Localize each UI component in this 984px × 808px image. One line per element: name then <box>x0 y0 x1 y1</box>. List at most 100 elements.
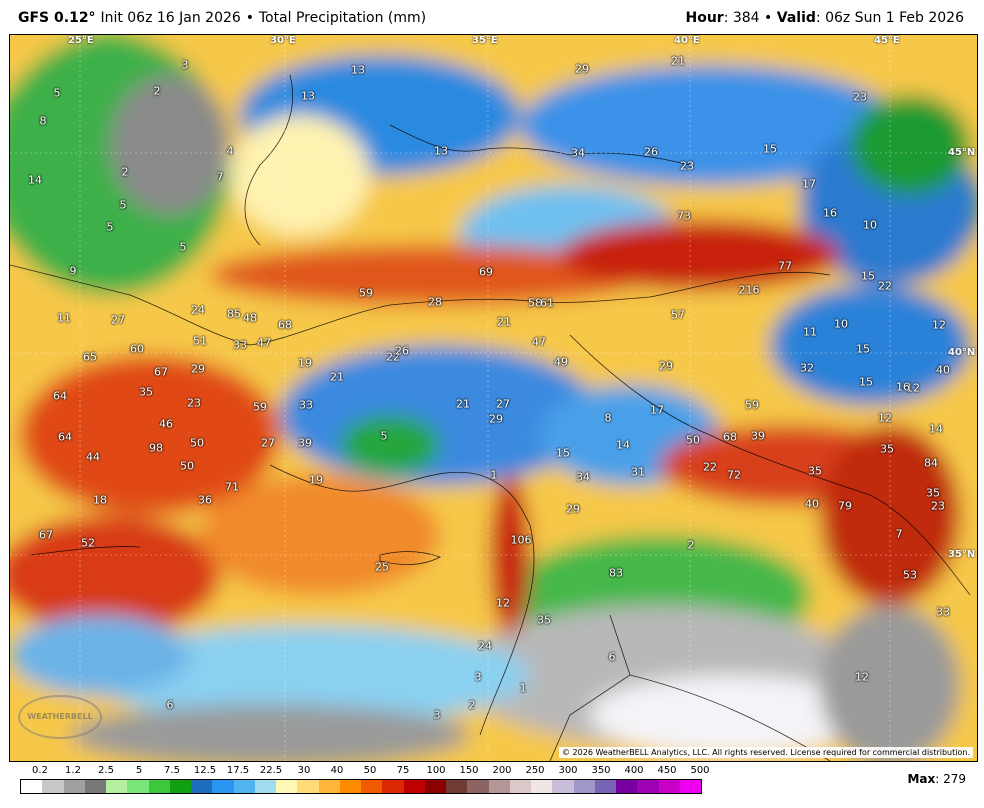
precip-value-label: 57 <box>671 308 685 322</box>
precip-value-label: 28 <box>428 295 442 309</box>
scale-swatch <box>233 780 255 793</box>
scale-label: 12.5 <box>193 765 217 776</box>
scale-swatch <box>424 780 446 793</box>
precip-value-label: 73 <box>677 209 691 223</box>
scale-swatch <box>488 780 510 793</box>
precip-value-label: 39 <box>298 436 312 450</box>
precip-value-label: 48 <box>243 311 257 325</box>
scale-label: 400 <box>624 765 644 776</box>
precip-value-label: 40 <box>805 497 819 511</box>
precip-value-label: 34 <box>571 146 585 160</box>
scale-label: 200 <box>492 765 512 776</box>
precip-value-label: 2 <box>153 84 161 98</box>
scale-swatch <box>106 780 128 793</box>
precip-value-label: 79 <box>838 499 852 513</box>
scale-label: 150 <box>459 765 479 776</box>
precip-value-label: 68 <box>278 318 292 332</box>
precip-value-label: 14 <box>28 173 42 187</box>
precip-value-label: 12 <box>878 411 892 425</box>
title-separator: • <box>245 10 254 26</box>
product-name: Total Precipitation (mm) <box>258 10 427 26</box>
precip-value-label: 5 <box>53 86 61 100</box>
precip-value-label: 84 <box>924 456 938 470</box>
precip-value-label: 21 <box>456 397 470 411</box>
scale-swatch <box>446 780 468 793</box>
hour-label: Hour <box>685 10 724 26</box>
precip-value-label: 77 <box>778 259 792 273</box>
precip-value-label: 1 <box>519 681 527 695</box>
precip-value-label: 15 <box>859 375 873 389</box>
scale-label: 2.5 <box>98 765 114 776</box>
scale-swatch <box>403 780 425 793</box>
precip-value-label: 59 <box>745 398 759 412</box>
precip-value-label: 21 <box>671 54 685 68</box>
scale-swatch <box>148 780 170 793</box>
precip-value-label: 29 <box>575 62 589 76</box>
precip-value-label: 69 <box>479 265 493 279</box>
scale-swatch <box>318 780 340 793</box>
scale-label: 22.5 <box>259 765 283 776</box>
precip-value-label: 19 <box>309 473 323 487</box>
scale-label: 5 <box>135 765 143 776</box>
precipitation-map: 25°E 30°E 35°E 40°E 45°E 45°N 40°N 35°N … <box>9 34 978 762</box>
precip-value-label: 36 <box>198 493 212 507</box>
scale-label: 100 <box>426 765 446 776</box>
precip-value-label: 22 <box>703 460 717 474</box>
scale-swatch <box>679 780 701 793</box>
weatherbell-logo: WEATHERBELL <box>18 695 102 739</box>
precip-value-label: 17 <box>650 403 664 417</box>
scale-swatch <box>169 780 191 793</box>
precip-value-label: 47 <box>532 335 546 349</box>
precip-value-label: 14 <box>929 422 943 436</box>
precip-value-label: 67 <box>39 528 53 542</box>
scale-label: 75 <box>396 765 410 776</box>
precip-value-label: 25 <box>375 560 389 574</box>
max-readout: Max: 279 <box>907 772 966 786</box>
scale-label: 7.5 <box>164 765 180 776</box>
lon-35-label: 35°E <box>472 35 498 46</box>
precip-value-label: 106 <box>510 533 532 547</box>
precip-value-label: 5 <box>179 240 187 254</box>
precip-value-label: 8 <box>604 411 612 425</box>
precip-value-label: 24 <box>191 303 205 317</box>
lat-35-label: 35°N <box>948 549 976 560</box>
precip-value-label: 2 <box>121 165 129 179</box>
precip-value-label: 39 <box>751 429 765 443</box>
precip-value-label: 51 <box>193 334 207 348</box>
precip-value-label: 2 <box>687 538 695 552</box>
precip-value-label: 60 <box>130 342 144 356</box>
scale-label: 30 <box>297 765 311 776</box>
precip-value-label: 46 <box>159 417 173 431</box>
precip-value-label: 13 <box>301 89 315 103</box>
scale-label: 17.5 <box>226 765 250 776</box>
precip-value-label: 32 <box>800 361 814 375</box>
precip-value-label: 35 <box>880 442 894 456</box>
scale-labels: 0.2 1.2 2.5 5 7.5 12.5 17.5 22.5 30 40 50 75 100 150 2… <box>20 765 710 778</box>
scale-swatch <box>339 780 361 793</box>
scale-bar <box>20 779 702 794</box>
precip-value-label: 10 <box>834 317 848 331</box>
lon-40-label: 40°E <box>674 35 700 46</box>
precip-value-label: 50 <box>180 459 194 473</box>
precip-value-label: 27 <box>261 436 275 450</box>
precip-value-label: 52 <box>81 536 95 550</box>
precip-value-label: 23 <box>187 396 201 410</box>
precip-value-label: 61 <box>540 296 554 310</box>
precip-value-label: 59 <box>359 286 373 300</box>
precip-value-label: 21 <box>497 315 511 329</box>
scale-swatch <box>637 780 659 793</box>
precip-value-label: 29 <box>566 502 580 516</box>
graticule <box>10 35 977 761</box>
precip-value-label: 19 <box>298 356 312 370</box>
precip-value-label: 6 <box>608 650 616 664</box>
precip-value-label: 15 <box>556 446 570 460</box>
precip-value-label: 14 <box>616 438 630 452</box>
precip-value-label: 11 <box>803 325 817 339</box>
precip-value-label: 85 <box>227 307 241 321</box>
precip-value-label: 29 <box>191 362 205 376</box>
lat-45-label: 45°N <box>948 147 976 158</box>
precip-value-label: 50 <box>190 436 204 450</box>
precip-value-label: 23 <box>680 159 694 173</box>
scale-swatch <box>297 780 319 793</box>
precip-value-label: 11 <box>57 311 71 325</box>
